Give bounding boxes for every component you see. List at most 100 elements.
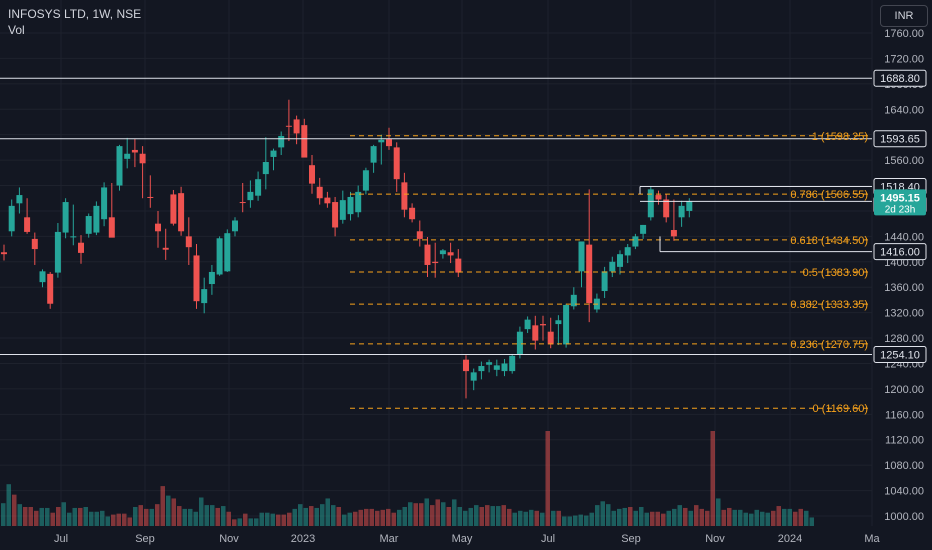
- volume-bar: [397, 509, 402, 526]
- volume-bar: [413, 503, 418, 526]
- volume-bar: [628, 507, 633, 526]
- volume-bar: [419, 503, 424, 526]
- candle-body: [247, 191, 254, 201]
- candle-body: [540, 324, 546, 326]
- volume-bar: [254, 518, 259, 526]
- volume-bar: [441, 502, 446, 526]
- candle-body: [386, 139, 392, 147]
- volume-bar: [765, 512, 770, 526]
- volume-bar: [639, 507, 644, 526]
- x-tick-label: Mar: [380, 533, 399, 545]
- volume-bar: [655, 511, 660, 526]
- volume-bar: [298, 504, 303, 526]
- volume-bar: [606, 504, 611, 526]
- candle-body: [670, 230, 677, 237]
- volume-bar: [160, 486, 165, 526]
- candle-body: [201, 289, 208, 304]
- volume-bar: [391, 512, 396, 526]
- volume-bar: [237, 518, 242, 526]
- volume-bar: [127, 517, 132, 526]
- volume-bar: [551, 510, 556, 526]
- volume-bar: [309, 506, 314, 526]
- volume-bar: [457, 507, 462, 526]
- y-tick-label: 1720.00: [884, 53, 924, 65]
- volume-bar: [61, 502, 66, 526]
- volume-bar: [727, 507, 732, 526]
- volume-bar: [122, 513, 127, 526]
- volume-bar: [331, 505, 336, 526]
- candle-body: [16, 195, 23, 204]
- volume-bar: [100, 510, 105, 526]
- candle-body: [316, 186, 323, 199]
- volume-bar: [292, 508, 297, 526]
- volume-bar: [430, 505, 435, 526]
- candle-body: [624, 247, 631, 256]
- volume-bar: [721, 509, 726, 526]
- fib-level-label: 0.618 (1434.50): [790, 235, 868, 247]
- candle-body: [347, 196, 354, 215]
- volume-bar: [496, 506, 501, 526]
- volume-bar: [798, 508, 803, 526]
- volume-bar: [320, 504, 325, 526]
- volume-bar: [303, 507, 308, 526]
- volume-bar: [683, 507, 688, 526]
- fib-level-label: 1 (1598.25): [812, 131, 868, 143]
- symbol-title[interactable]: INFOSYS LTD, 1W, NSE: [8, 7, 142, 21]
- fib-level-label: 0.236 (1270.75): [790, 339, 868, 351]
- candle-body: [108, 217, 115, 238]
- volume-bar: [166, 495, 171, 526]
- volume-bar: [688, 510, 693, 526]
- candle-body: [70, 236, 77, 238]
- candle-body: [478, 366, 485, 372]
- volume-bar: [182, 508, 187, 526]
- volume-bar: [72, 507, 77, 526]
- volume-bar: [479, 507, 484, 526]
- y-tick-label: 1200.00: [884, 384, 924, 396]
- volume-bar: [595, 505, 600, 526]
- volume-bar: [111, 514, 116, 526]
- y-tick-label: 1040.00: [884, 486, 924, 498]
- candle-body: [555, 320, 562, 325]
- candle-body: [239, 202, 246, 204]
- candle-body: [178, 193, 185, 232]
- volume-bar: [336, 507, 341, 526]
- volume-bar: [738, 509, 743, 526]
- candle-body: [131, 149, 138, 153]
- candle-body: [139, 153, 146, 164]
- y-tick-label: 1560.00: [884, 155, 924, 167]
- volume-bar: [45, 507, 50, 526]
- y-tick-label: 1760.00: [884, 28, 924, 40]
- volume-bar: [270, 513, 275, 526]
- volume-bar: [809, 517, 814, 526]
- volume-label[interactable]: Vol: [8, 23, 25, 37]
- x-tick-label: Nov: [219, 533, 239, 545]
- volume-bar: [578, 514, 583, 526]
- volume-bar: [452, 499, 457, 526]
- volume-bar: [617, 508, 622, 526]
- volume-bar: [364, 508, 369, 526]
- volume-bar: [760, 511, 765, 526]
- volume-bar: [94, 511, 99, 526]
- volume-bar: [573, 515, 578, 526]
- volume-bar: [474, 505, 479, 526]
- candle-body: [293, 119, 300, 134]
- volume-bar: [749, 513, 754, 526]
- candle-body: [393, 147, 400, 180]
- y-tick-label: 1160.00: [885, 409, 924, 421]
- candle-body: [270, 150, 277, 157]
- currency-button[interactable]: INR: [880, 5, 928, 27]
- volume-bar: [177, 506, 182, 526]
- candle-body: [570, 294, 577, 307]
- last-price-label: 1495.15: [880, 192, 920, 204]
- y-tick-label: 1280.00: [884, 333, 924, 345]
- candle-body: [31, 238, 38, 250]
- candle-body: [224, 233, 231, 272]
- volume-bar: [78, 507, 83, 526]
- candle-body: [8, 205, 15, 232]
- volume-bar: [34, 510, 39, 526]
- candle-body: [686, 201, 693, 211]
- volume-bar: [677, 505, 682, 526]
- candle-body: [301, 125, 308, 158]
- candle-body: [563, 305, 570, 345]
